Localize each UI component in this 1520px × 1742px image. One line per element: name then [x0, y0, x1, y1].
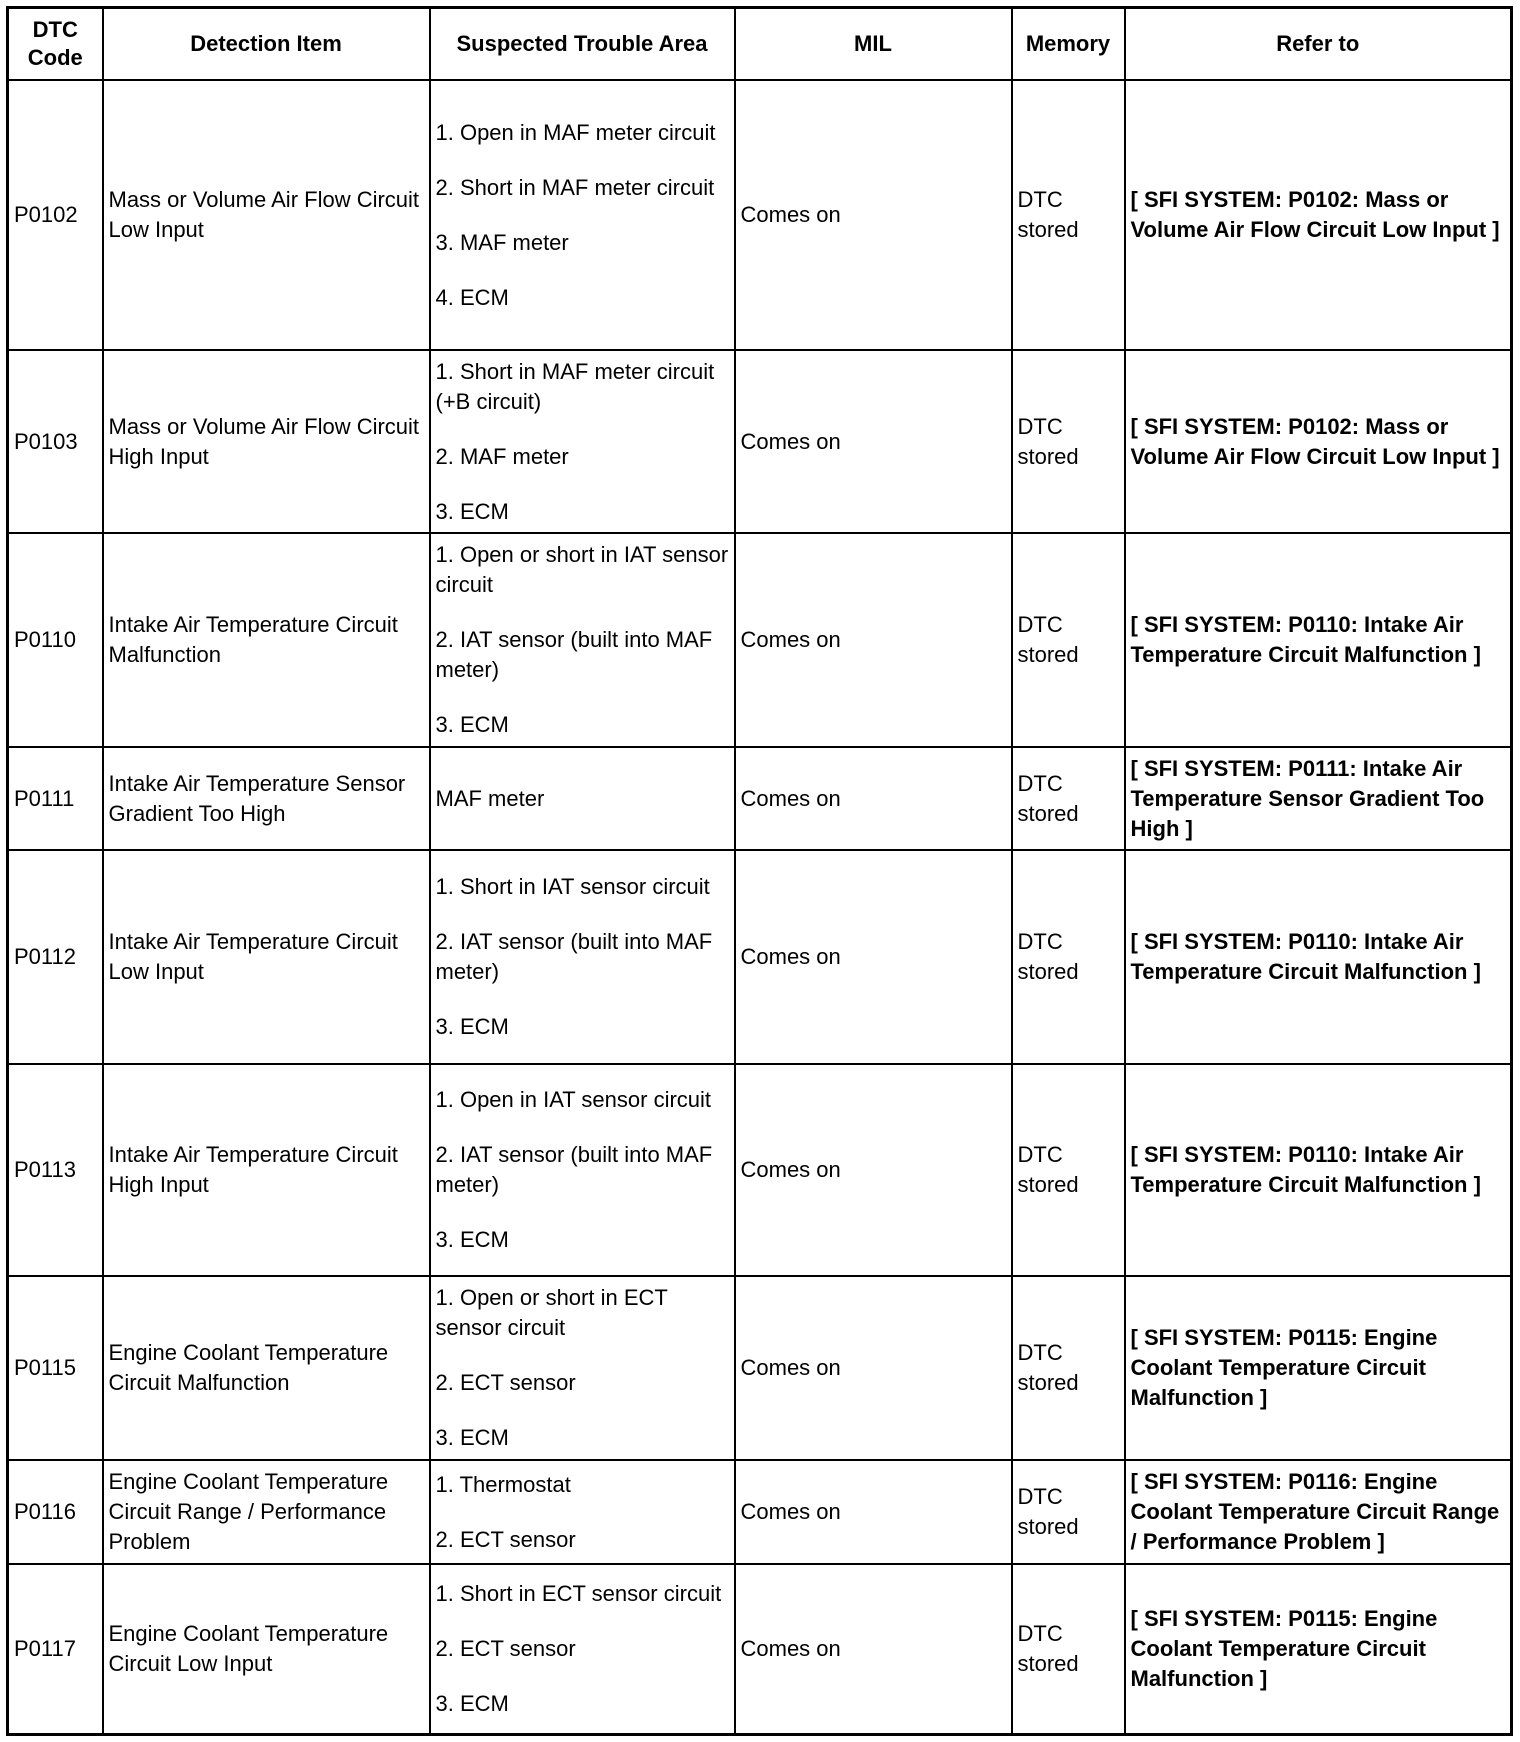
memory-status: DTC stored: [1010, 746, 1126, 851]
suspected-trouble-area: 1. Open in IAT sensor circuit 2. IAT sens…: [428, 1063, 736, 1277]
memory-status: DTC stored: [1010, 1063, 1126, 1277]
trouble-area-item: 1. Open or short in ECT sensor circuit: [435, 1285, 668, 1340]
trouble-area-item: 1. Short in ECT sensor circuit: [435, 1580, 722, 1606]
trouble-area-item: 2. MAF meter: [435, 443, 569, 469]
suspected-trouble-area: 1. Open or short in IAT sensor circuit 2.…: [428, 532, 736, 748]
dtc-code: P0116: [6, 1459, 104, 1565]
dtc-table: DTC Code Detection Item Suspected Troubl…: [6, 6, 1513, 1736]
trouble-area-item: 3. ECM: [435, 1014, 509, 1039]
memory-status: DTC stored: [1010, 1563, 1126, 1735]
memory-status: DTC stored: [1010, 849, 1126, 1065]
detection-item: Intake Air Temperature Circuit Malfuncti…: [101, 532, 431, 748]
trouble-area-item: 3. ECM: [435, 712, 509, 737]
detection-item: Intake Air Temperature Circuit High Inpu…: [101, 1063, 431, 1277]
dtc-code: P0103: [6, 349, 104, 534]
table-row: P0110 Intake Air Temperature Circuit Malf…: [6, 532, 1513, 748]
trouble-area-item: 2. ECT sensor: [435, 1370, 576, 1395]
dtc-code: P0112: [6, 849, 104, 1065]
memory-status: DTC stored: [1010, 532, 1126, 748]
mil-status: Comes on: [733, 1063, 1013, 1277]
trouble-area-item: 2. ECT sensor: [435, 1526, 576, 1552]
detection-item: Engine Coolant Temperature Circuit Range…: [101, 1459, 431, 1565]
dtc-code: P0102: [6, 79, 104, 351]
suspected-trouble-area: 1. Open or short in ECT sensor circuit 2.…: [428, 1275, 736, 1461]
trouble-area-item: 3. MAF meter: [435, 229, 569, 255]
memory-status: DTC stored: [1010, 79, 1126, 351]
suspected-trouble-area: 1. Thermostat 2. ECT sensor: [428, 1459, 736, 1565]
dtc-code: P0115: [6, 1275, 104, 1461]
trouble-area-item: 2. Short in MAF meter circuit: [435, 174, 715, 200]
suspected-trouble-area: 1. Short in MAF meter circuit (+B circui…: [428, 349, 736, 534]
mil-status: Comes on: [733, 849, 1013, 1065]
trouble-area-item: 3. ECM: [435, 1425, 509, 1450]
table-row: P0115 Engine Coolant Temperature Circuit …: [6, 1275, 1513, 1461]
mil-status: Comes on: [733, 79, 1013, 351]
dtc-code: P0111: [6, 746, 104, 851]
table-row: P0111 Intake Air Temperature Sensor Gradi…: [6, 746, 1513, 851]
refer-to: [ SFI SYSTEM: P0116: Engine Coolant Temp…: [1123, 1459, 1513, 1565]
suspected-trouble-area: 1. Open in MAF meter circuit 2. Short in …: [428, 79, 736, 351]
trouble-area-item: 1. Short in IAT sensor circuit: [435, 874, 710, 899]
suspected-trouble-area: MAF meter: [428, 746, 736, 851]
mil-status: Comes on: [733, 1563, 1013, 1735]
trouble-area-item: 1. Thermostat: [435, 1471, 571, 1497]
header-row: DTC Code Detection Item Suspected Troubl…: [6, 6, 1513, 81]
trouble-area-item: 3. ECM: [435, 1690, 509, 1716]
detection-item: Mass or Volume Air Flow Circuit Low Inpu…: [101, 79, 431, 351]
mil-status: Comes on: [733, 532, 1013, 748]
trouble-area-item: MAF meter: [435, 785, 545, 811]
trouble-area-item: 4. ECM: [435, 284, 509, 310]
dtc-code: P0113: [6, 1063, 104, 1277]
refer-to: [ SFI SYSTEM: P0110: Intake Air Temperat…: [1123, 532, 1513, 748]
refer-to: [ SFI SYSTEM: P0102: Mass or Volume Air …: [1123, 349, 1513, 534]
memory-status: DTC stored: [1010, 349, 1126, 534]
memory-status: DTC stored: [1010, 1275, 1126, 1461]
refer-to: [ SFI SYSTEM: P0115: Engine Coolant Temp…: [1123, 1275, 1513, 1461]
detection-item: Engine Coolant Temperature Circuit Malfu…: [101, 1275, 431, 1461]
refer-to: [ SFI SYSTEM: P0111: Intake Air Temperat…: [1123, 746, 1513, 851]
table-row: P0113 Intake Air Temperature Circuit High…: [6, 1063, 1513, 1277]
suspected-trouble-area: 1. Short in IAT sensor circuit 2. IAT sen…: [428, 849, 736, 1065]
refer-to: [ SFI SYSTEM: P0115: Engine Coolant Temp…: [1123, 1563, 1513, 1735]
mil-status: Comes on: [733, 746, 1013, 851]
detection-item: Engine Coolant Temperature Circuit Low I…: [101, 1563, 431, 1735]
trouble-area-item: 2. IAT sensor (built into MAF meter): [435, 929, 713, 984]
table-row: P0116 Engine Coolant Temperature Circuit …: [6, 1459, 1513, 1565]
dtc-code: P0117: [6, 1563, 104, 1735]
table-row: P0102 Mass or Volume Air Flow Circuit Low…: [6, 79, 1513, 351]
refer-to: [ SFI SYSTEM: P0102: Mass or Volume Air …: [1123, 79, 1513, 351]
header-mil: MIL: [733, 6, 1013, 81]
trouble-area-item: 1. Open in MAF meter circuit: [435, 119, 716, 145]
header-detection-item: Detection Item: [101, 6, 431, 81]
header-refer-to: Refer to: [1123, 6, 1513, 81]
suspected-trouble-area: 1. Short in ECT sensor circuit 2. ECT sen…: [428, 1563, 736, 1735]
memory-status: DTC stored: [1010, 1459, 1126, 1565]
detection-item: Intake Air Temperature Circuit Low Input: [101, 849, 431, 1065]
refer-to: [ SFI SYSTEM: P0110: Intake Air Temperat…: [1123, 849, 1513, 1065]
header-memory: Memory: [1010, 6, 1126, 81]
trouble-area-item: 1. Short in MAF meter circuit (+B circui…: [435, 358, 715, 414]
trouble-area-item: 2. ECT sensor: [435, 1635, 576, 1661]
trouble-area-item: 2. IAT sensor (built into MAF meter): [435, 1142, 713, 1197]
detection-item: Intake Air Temperature Sensor Gradient T…: [101, 746, 431, 851]
table-row: P0117 Engine Coolant Temperature Circuit …: [6, 1563, 1513, 1735]
trouble-area-item: 1. Open in IAT sensor circuit: [435, 1087, 712, 1112]
detection-item: Mass or Volume Air Flow Circuit High Inp…: [101, 349, 431, 534]
refer-to: [ SFI SYSTEM: P0110: Intake Air Temperat…: [1123, 1063, 1513, 1277]
mil-status: Comes on: [733, 1275, 1013, 1461]
header-suspected-area: Suspected Trouble Area: [428, 6, 736, 81]
header-dtc-code: DTC Code: [6, 6, 104, 81]
trouble-area-item: 3. ECM: [435, 1227, 509, 1252]
dtc-code: P0110: [6, 532, 104, 748]
trouble-area-item: 3. ECM: [435, 498, 509, 524]
table-row: P0112 Intake Air Temperature Circuit Low …: [6, 849, 1513, 1065]
mil-status: Comes on: [733, 349, 1013, 534]
mil-status: Comes on: [733, 1459, 1013, 1565]
table-row: P0103 Mass or Volume Air Flow Circuit Hig…: [6, 349, 1513, 534]
trouble-area-item: 2. IAT sensor (built into MAF meter): [435, 627, 713, 682]
trouble-area-item: 1. Open or short in IAT sensor circuit: [435, 542, 729, 597]
